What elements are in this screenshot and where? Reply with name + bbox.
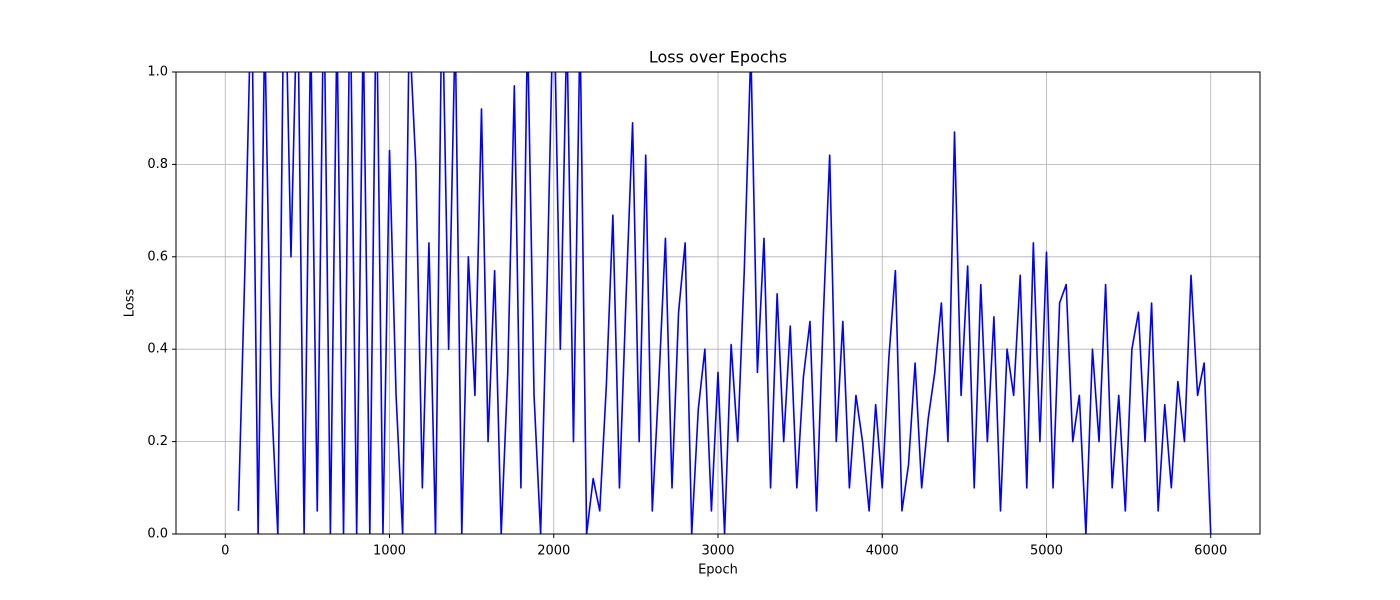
- plot-area: [237, 72, 1212, 534]
- x-tick-label: 1000: [373, 544, 406, 559]
- y-tick-label: 0.0: [147, 527, 168, 542]
- chart-title: Loss over Epochs: [649, 48, 787, 67]
- y-tick-label: 0.4: [147, 342, 168, 357]
- loss-line: [237, 72, 1212, 534]
- x-tick-label: 0: [221, 544, 229, 559]
- x-tick-label: 5000: [1030, 544, 1063, 559]
- y-tick-label: 0.6: [147, 249, 168, 264]
- y-tick-label: 1.0: [147, 65, 168, 80]
- y-tick-label: 0.8: [147, 157, 168, 172]
- x-axis-label: Epoch: [698, 563, 738, 578]
- x-tick-label: 6000: [1194, 544, 1227, 559]
- axes-frame: [175, 71, 1261, 535]
- x-tick-label: 3000: [701, 544, 734, 559]
- x-tick-label: 2000: [537, 544, 570, 559]
- y-tick-label: 0.2: [147, 434, 168, 449]
- x-tick-label: 4000: [866, 544, 899, 559]
- y-axis-label: Loss: [123, 289, 138, 318]
